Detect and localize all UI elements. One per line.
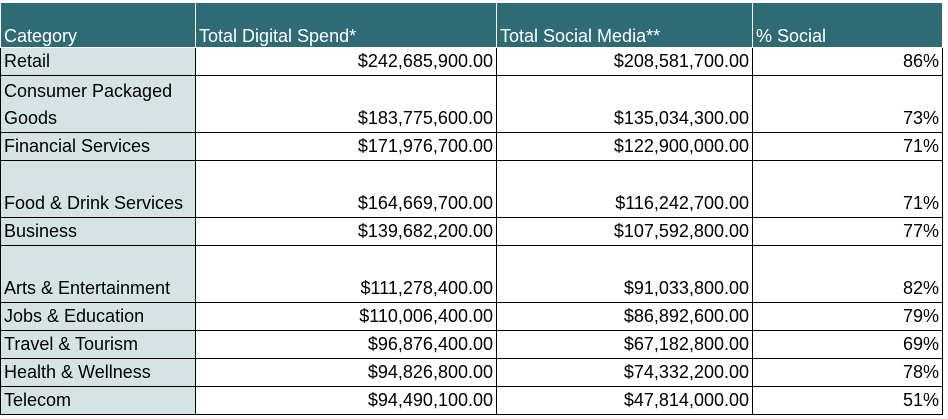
category-cell: Health & Wellness xyxy=(0,358,196,387)
header-percent-social: % Social xyxy=(752,2,943,48)
percent-social-cell: 73% xyxy=(752,75,943,133)
social-media-cell: $91,033,800.00 xyxy=(496,245,753,303)
digital-spend-cell: $110,006,400.00 xyxy=(195,302,497,331)
category-cell: Jobs & Education xyxy=(0,302,196,331)
digital-spend-cell: $96,876,400.00 xyxy=(195,330,497,359)
category-cell: Financial Services xyxy=(0,132,196,161)
social-media-cell: $116,242,700.00 xyxy=(496,160,753,218)
social-media-cell: $47,814,000.00 xyxy=(496,386,753,415)
table-row: Business $139,682,200.00 $107,592,800.00… xyxy=(0,217,943,246)
table-row: Financial Services $171,976,700.00 $122,… xyxy=(0,132,943,161)
digital-spend-cell: $242,685,900.00 xyxy=(195,47,497,76)
percent-social-cell: 51% xyxy=(752,386,943,415)
percent-social-cell: 71% xyxy=(752,160,943,218)
digital-spend-cell: $139,682,200.00 xyxy=(195,217,497,246)
social-media-cell: $122,900,000.00 xyxy=(496,132,753,161)
category-cell: Food & Drink Services xyxy=(0,160,196,218)
digital-spend-cell: $94,826,800.00 xyxy=(195,358,497,387)
table-row: Telecom $94,490,100.00 $47,814,000.00 51… xyxy=(0,386,943,415)
header-total-social-media: Total Social Media** xyxy=(496,2,753,48)
table-row: Jobs & Education $110,006,400.00 $86,892… xyxy=(0,302,943,331)
percent-social-cell: 77% xyxy=(752,217,943,246)
percent-social-cell: 69% xyxy=(752,330,943,359)
percent-social-cell: 82% xyxy=(752,245,943,303)
table-row: Travel & Tourism $96,876,400.00 $67,182,… xyxy=(0,330,943,359)
header-row: Category Total Digital Spend* Total Soci… xyxy=(0,2,943,48)
digital-spend-cell: $183,775,600.00 xyxy=(195,75,497,133)
table-row: Retail $242,685,900.00 $208,581,700.00 8… xyxy=(0,47,943,76)
social-media-cell: $74,332,200.00 xyxy=(496,358,753,387)
percent-social-cell: 79% xyxy=(752,302,943,331)
category-cell: Telecom xyxy=(0,386,196,415)
percent-social-cell: 71% xyxy=(752,132,943,161)
table-row: Health & Wellness $94,826,800.00 $74,332… xyxy=(0,358,943,387)
category-cell: Retail xyxy=(0,47,196,76)
digital-spend-cell: $164,669,700.00 xyxy=(195,160,497,218)
category-cell: Business xyxy=(0,217,196,246)
digital-spend-cell: $171,976,700.00 xyxy=(195,132,497,161)
social-media-cell: $135,034,300.00 xyxy=(496,75,753,133)
percent-social-cell: 86% xyxy=(752,47,943,76)
digital-spend-cell: $111,278,400.00 xyxy=(195,245,497,303)
social-media-cell: $67,182,800.00 xyxy=(496,330,753,359)
category-cell: Consumer Packaged Goods xyxy=(0,75,196,133)
percent-social-cell: 78% xyxy=(752,358,943,387)
table-row: Arts & Entertainment $111,278,400.00 $91… xyxy=(0,245,943,303)
header-total-digital-spend: Total Digital Spend* xyxy=(195,2,497,48)
header-category: Category xyxy=(0,2,196,48)
social-media-cell: $107,592,800.00 xyxy=(496,217,753,246)
digital-spend-cell: $94,490,100.00 xyxy=(195,386,497,415)
social-media-cell: $86,892,600.00 xyxy=(496,302,753,331)
table-row: Food & Drink Services $164,669,700.00 $1… xyxy=(0,160,943,218)
category-cell: Arts & Entertainment xyxy=(0,245,196,303)
social-media-cell: $208,581,700.00 xyxy=(496,47,753,76)
table-row: Consumer Packaged Goods $183,775,600.00 … xyxy=(0,75,943,133)
category-cell: Travel & Tourism xyxy=(0,330,196,359)
